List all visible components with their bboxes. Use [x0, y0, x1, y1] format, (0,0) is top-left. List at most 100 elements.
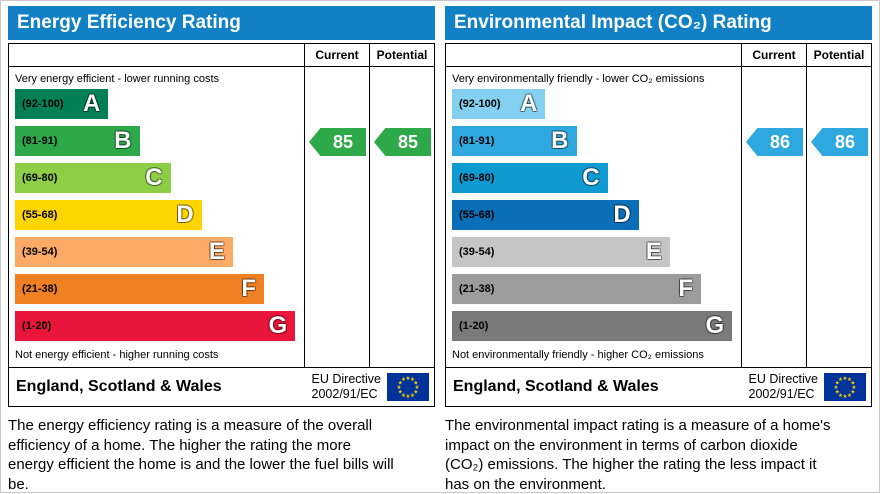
rating-band-row: (39-54) E: [452, 237, 735, 267]
svg-text:★: ★: [398, 381, 403, 387]
band-letter: D: [613, 201, 631, 228]
band-range-label: (55-68): [22, 209, 58, 221]
rating-band-row: (39-54) E: [15, 237, 298, 267]
svg-text:★: ★: [843, 394, 848, 400]
svg-text:★: ★: [834, 385, 839, 391]
rating-band-g: (1-20) G: [452, 311, 733, 341]
current-rating-value: 86: [769, 131, 791, 152]
top-note: Very environmentally friendly - lower CO…: [452, 73, 705, 85]
svg-text:★: ★: [850, 381, 855, 387]
current-column-label: Current: [752, 48, 796, 62]
rating-band-row: (21-38) F: [15, 274, 298, 304]
band-letter: E: [645, 238, 662, 265]
svg-text:★: ★: [401, 393, 406, 399]
band-range-label: (39-54): [459, 246, 495, 258]
band-letter: B: [551, 127, 569, 154]
rating-band-row: (1-20) G: [452, 311, 735, 341]
band-range-label: (1-20): [459, 320, 489, 332]
rating-band-e: (39-54) E: [452, 237, 670, 267]
chart-footer: England, Scotland & Wales EU Directive 2…: [8, 367, 435, 407]
rating-band-f: (21-38) F: [452, 274, 702, 304]
band-range-label: (55-68): [459, 209, 495, 221]
rating-band-a: (92-100) A: [452, 89, 546, 119]
band-range-label: (21-38): [459, 283, 495, 295]
svg-text:★: ★: [835, 381, 840, 387]
environmental-impact-panel: Environmental Impact (CO₂) Rating Curren…: [445, 6, 872, 493]
rating-band-row: (21-38) F: [452, 274, 735, 304]
column-header-row: Current Potential: [9, 44, 434, 67]
band-range-label: (39-54): [22, 246, 58, 258]
band-letter: G: [268, 312, 288, 339]
band-range-label: (81-91): [459, 135, 495, 147]
column-divider: [369, 44, 370, 367]
current-rating-arrow: 85: [309, 128, 366, 156]
band-range-label: (92-100): [22, 98, 64, 110]
current-rating-value: 85: [332, 131, 354, 152]
rating-band-d: (55-68) D: [452, 200, 639, 230]
rating-band-c: (69-80) C: [452, 163, 608, 193]
eu-flag-icon: ★ ★★ ★★★ ★★★ ★★★: [387, 373, 429, 401]
svg-text:★: ★: [413, 381, 418, 387]
band-range-label: (69-80): [22, 172, 58, 184]
bottom-note: Not environmentally friendly - higher CO…: [452, 349, 704, 361]
rating-band-d: (55-68) D: [15, 200, 202, 230]
band-letter: A: [83, 90, 101, 117]
svg-text:★: ★: [406, 394, 411, 400]
co2-panel-title: Environmental Impact (CO₂) Rating: [445, 6, 872, 40]
energy-efficiency-panel: Energy Efficiency Rating Current Potenti…: [8, 6, 435, 493]
band-letter: F: [678, 275, 694, 302]
svg-text:★: ★: [406, 376, 411, 382]
rating-band-row: (81-91) B: [15, 126, 298, 156]
svg-text:★: ★: [838, 377, 843, 383]
band-letter: C: [145, 164, 163, 191]
svg-text:★: ★: [397, 385, 402, 391]
energy-chart: Current Potential Very energy efficient …: [8, 43, 435, 368]
region-label: England, Scotland & Wales: [16, 378, 222, 395]
current-rating-arrow: 86: [746, 128, 803, 156]
rating-band-row: (55-68) D: [452, 200, 735, 230]
potential-rating-arrow: 86: [811, 128, 868, 156]
column-header-row: Current Potential: [446, 44, 871, 67]
band-letter: G: [705, 312, 725, 339]
svg-text:★: ★: [410, 393, 415, 399]
energy-description: The energy efficiency rating is a measur…: [8, 417, 394, 493]
current-column-label: Current: [315, 48, 359, 62]
svg-text:★: ★: [413, 390, 418, 396]
rating-band-b: (81-91) B: [15, 126, 140, 156]
top-note: Very energy efficient - lower running co…: [15, 73, 220, 85]
rating-band-row: (1-20) G: [15, 311, 298, 341]
svg-text:★: ★: [835, 390, 840, 396]
co2-chart: Current Potential Very environmentally f…: [445, 43, 872, 368]
rating-band-row: (55-68) D: [15, 200, 298, 230]
rating-band-f: (21-38) F: [15, 274, 265, 304]
co2-chart-body: Very environmentally friendly - lower CO…: [446, 67, 871, 367]
column-divider: [304, 44, 305, 367]
svg-text:★: ★: [401, 377, 406, 383]
rating-band-e: (39-54) E: [15, 237, 233, 267]
band-range-label: (69-80): [459, 172, 495, 184]
potential-column-label: Potential: [376, 48, 428, 62]
svg-text:★: ★: [415, 385, 420, 391]
band-letter: A: [520, 90, 538, 117]
band-range-label: (21-38): [22, 283, 58, 295]
svg-text:★: ★: [410, 377, 415, 383]
svg-text:★: ★: [398, 390, 403, 396]
rating-band-row: (92-100) A: [452, 89, 735, 119]
svg-text:★: ★: [850, 390, 855, 396]
band-range-label: (92-100): [459, 98, 501, 110]
svg-text:★: ★: [847, 393, 852, 399]
svg-text:★: ★: [847, 377, 852, 383]
band-letter: B: [114, 127, 132, 154]
band-letter: C: [582, 164, 600, 191]
band-letter: F: [241, 275, 257, 302]
energy-chart-body: Very energy efficient - lower running co…: [9, 67, 434, 367]
column-divider: [806, 44, 807, 367]
eu-directive-label: EU Directive 2002/91/EC: [311, 372, 381, 401]
co2-description: The environmental impact rating is a mea…: [445, 417, 831, 493]
band-range-label: (81-91): [22, 135, 58, 147]
svg-text:★: ★: [838, 393, 843, 399]
rating-band-g: (1-20) G: [15, 311, 296, 341]
energy-panel-title: Energy Efficiency Rating: [8, 6, 435, 40]
potential-rating-value: 86: [834, 131, 856, 152]
